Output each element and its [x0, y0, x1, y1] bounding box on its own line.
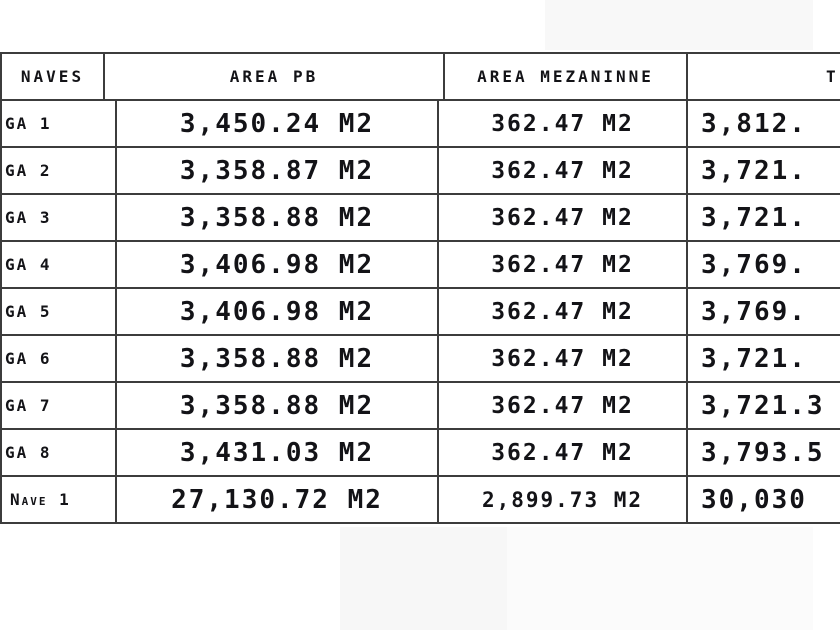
scan-shade-bottom-right [507, 527, 813, 630]
table-row-ga2: GA 2 3,358.87 M2 362.47 M2 3,721. [0, 146, 840, 193]
row-name: GA 2 [5, 161, 52, 180]
table-row-ga4: GA 4 3,406.98 M2 362.47 M2 3,769. [0, 240, 840, 287]
header-area-mezaninne: AREA MEZANINNE [443, 54, 686, 99]
table-row-ga3: GA 3 3,358.88 M2 362.47 M2 3,721. [0, 193, 840, 240]
area-pb-value: 3,358.88 M2 [115, 383, 437, 428]
total-value-clipped: 3,769. [686, 289, 840, 334]
scan-shade-bottom-mid [340, 527, 507, 630]
table-row-ga8: GA 8 3,431.03 M2 362.47 M2 3,793.5 [0, 428, 840, 475]
table-row-ga1: GA 1 3,450.24 M2 362.47 M2 3,812. [0, 99, 840, 146]
total-value-clipped: 3,812. [686, 101, 840, 146]
area-mezaninne-value: 362.47 M2 [437, 430, 686, 475]
area-mezaninne-value: 362.47 M2 [437, 148, 686, 193]
area-pb-value: 3,406.98 M2 [115, 289, 437, 334]
total-value-clipped: 3,721. [686, 336, 840, 381]
total-value-clipped: 3,721. [686, 148, 840, 193]
area-pb-value: 3,406.98 M2 [115, 242, 437, 287]
row-name: GA 5 [5, 302, 52, 321]
total-value-clipped: 3,721.3 [686, 383, 840, 428]
table-row-ga6: GA 6 3,358.88 M2 362.47 M2 3,721. [0, 334, 840, 381]
area-mezaninne-value: 362.47 M2 [437, 336, 686, 381]
total-value-clipped: 3,793.5 [686, 430, 840, 475]
row-name: GA 3 [5, 208, 52, 227]
area-mezaninne-value: 362.47 M2 [437, 383, 686, 428]
area-pb-value: 3,431.03 M2 [115, 430, 437, 475]
table-row-ga5: GA 5 3,406.98 M2 362.47 M2 3,769. [0, 287, 840, 334]
area-pb-value: 3,358.87 M2 [115, 148, 437, 193]
area-mezaninne-value: 362.47 M2 [437, 242, 686, 287]
areas-table: NAVES AREA PB AREA MEZANINNE T GA 1 3,45… [0, 52, 840, 524]
area-pb-value: 3,450.24 M2 [115, 101, 437, 146]
header-area-pb: AREA PB [103, 54, 443, 99]
area-mezaninne-value: 362.47 M2 [437, 289, 686, 334]
table-row-nave1: Nave 1 27,130.72 M2 2,899.73 M2 30,030 [0, 475, 840, 522]
header-total-clipped: T [686, 54, 840, 99]
area-mezaninne-value: 362.47 M2 [437, 195, 686, 240]
row-name: Nave 1 [10, 490, 71, 509]
area-pb-value: 3,358.88 M2 [115, 336, 437, 381]
total-value-clipped: 3,721. [686, 195, 840, 240]
area-pb-value: 3,358.88 M2 [115, 195, 437, 240]
total-value-clipped: 3,769. [686, 242, 840, 287]
row-name: GA 4 [5, 255, 52, 274]
header-naves: NAVES [20, 67, 85, 86]
total-value-clipped: 30,030 [686, 477, 840, 522]
table-header-row: NAVES AREA PB AREA MEZANINNE T [0, 52, 840, 99]
row-name: GA 6 [5, 349, 52, 368]
scan-shade-top-right [545, 0, 813, 50]
row-name: GA 7 [5, 396, 52, 415]
area-pb-value: 27,130.72 M2 [115, 477, 437, 522]
row-name: GA 8 [5, 443, 52, 462]
area-mezaninne-value: 2,899.73 M2 [437, 477, 686, 522]
row-name: GA 1 [5, 114, 52, 133]
area-mezaninne-value: 362.47 M2 [437, 101, 686, 146]
table-row-ga7: GA 7 3,358.88 M2 362.47 M2 3,721.3 [0, 381, 840, 428]
